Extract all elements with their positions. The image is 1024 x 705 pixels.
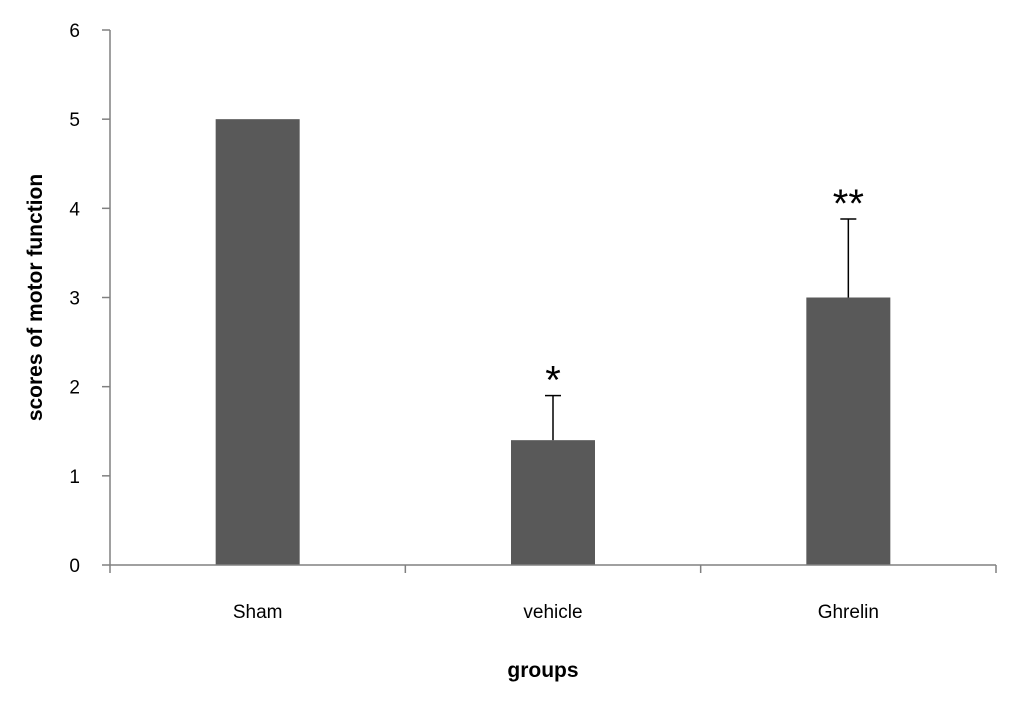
x-tick-label-vehicle: vehicle — [523, 602, 582, 623]
x-axis-title: groups — [507, 659, 578, 682]
bar-ghrelin — [806, 297, 891, 565]
bar-sham — [215, 119, 300, 566]
error-bars-layer — [545, 218, 857, 441]
axes-layer — [102, 29, 997, 573]
labels-layer: 0 1 2 3 4 5 6 Sham vehicle * Ghrelin ** — [69, 21, 879, 623]
y-tick-label: 6 — [69, 21, 80, 42]
significance-marker-ghrelin: ** — [833, 182, 864, 226]
x-tick-label-ghrelin: Ghrelin — [818, 602, 879, 623]
y-tick-label: 3 — [69, 289, 80, 310]
y-tick-label: 2 — [69, 378, 80, 399]
bars-layer — [215, 119, 891, 566]
significance-marker-vehicle: * — [545, 359, 561, 403]
y-tick-label: 0 — [69, 556, 80, 577]
y-tick-label: 5 — [69, 110, 80, 131]
y-axis-title: scores of motor function — [24, 174, 47, 421]
x-tick-label-sham: Sham — [233, 602, 283, 623]
bar-vehicle — [511, 440, 595, 565]
y-tick-label: 4 — [69, 199, 80, 220]
y-tick-label: 1 — [69, 467, 80, 488]
